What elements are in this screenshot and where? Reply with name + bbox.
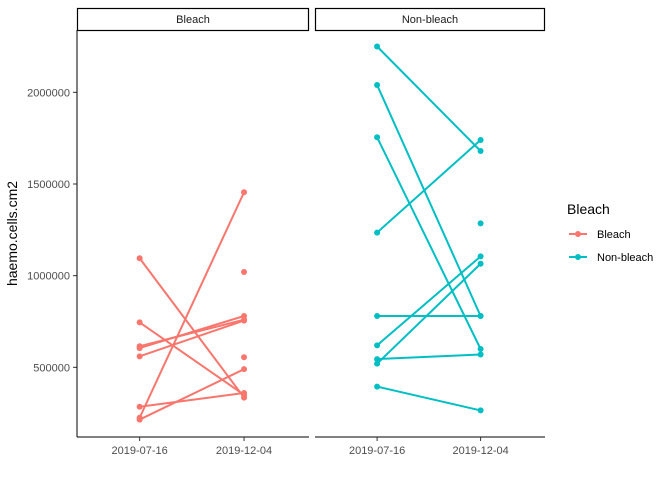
- facet-strip-label: Bleach: [176, 14, 210, 26]
- legend-label: Bleach: [597, 229, 631, 241]
- data-point: [374, 383, 381, 390]
- series-line: [376, 385, 481, 412]
- data-point: [136, 319, 143, 326]
- data-point: [477, 260, 484, 267]
- data-point: [374, 313, 381, 319]
- legend-title: Bleach: [567, 201, 610, 217]
- series-line: [139, 392, 245, 408]
- data-point: [477, 407, 484, 414]
- x-tick-label: 2019-07-16: [111, 445, 167, 457]
- data-point: [477, 313, 484, 319]
- data-point: [477, 351, 484, 358]
- facet-strip-label: Non-bleach: [402, 14, 458, 26]
- data-point: [374, 82, 381, 88]
- data-point: [136, 345, 143, 352]
- data-point: [477, 346, 484, 352]
- data-point: [241, 313, 248, 319]
- data-point: [241, 189, 248, 196]
- data-point: [374, 134, 381, 141]
- series-line: [376, 139, 482, 234]
- y-tick-label: 1500000: [27, 179, 70, 191]
- data-point: [241, 317, 248, 324]
- x-tick-label: 2019-07-16: [349, 445, 405, 457]
- data-point: [477, 148, 484, 154]
- series-line: [376, 263, 482, 365]
- data-point: [241, 269, 248, 275]
- legend-key-point: [575, 254, 581, 260]
- facet-strip: [314, 7, 546, 32]
- series-line: [377, 353, 481, 361]
- series-line: [376, 45, 482, 152]
- legend-label: Non-bleach: [597, 252, 653, 264]
- data-point: [136, 255, 143, 262]
- y-tick-label: 2000000: [27, 87, 70, 99]
- data-point: [374, 229, 381, 236]
- data-point: [477, 253, 484, 260]
- x-tick-label: 2019-12-04: [452, 445, 508, 457]
- data-point: [374, 360, 381, 367]
- data-point: [241, 354, 248, 361]
- facet-strip: [76, 7, 310, 32]
- data-point: [374, 43, 381, 50]
- data-point: [241, 390, 248, 396]
- y-axis-title: haemo.cells.cm2: [4, 181, 20, 286]
- series-line: [139, 368, 245, 421]
- series-line: [138, 257, 245, 399]
- data-point: [374, 356, 381, 363]
- series-line: [376, 84, 482, 317]
- data-point: [374, 342, 381, 349]
- data-point: [136, 416, 143, 423]
- legend-key-point: [575, 231, 581, 237]
- series-line: [139, 315, 245, 350]
- series-line: [139, 319, 245, 358]
- data-point: [136, 403, 143, 410]
- series-line: [138, 191, 245, 419]
- data-point: [477, 220, 484, 227]
- data-point: [477, 137, 484, 143]
- data-point: [241, 366, 248, 373]
- data-point: [136, 353, 143, 360]
- y-tick-label: 1000000: [27, 271, 70, 283]
- y-tick-label: 500000: [33, 362, 70, 374]
- series-line: [139, 321, 245, 396]
- x-tick-label: 2019-12-04: [216, 445, 272, 457]
- series-line: [376, 136, 482, 350]
- series-line: [376, 255, 482, 347]
